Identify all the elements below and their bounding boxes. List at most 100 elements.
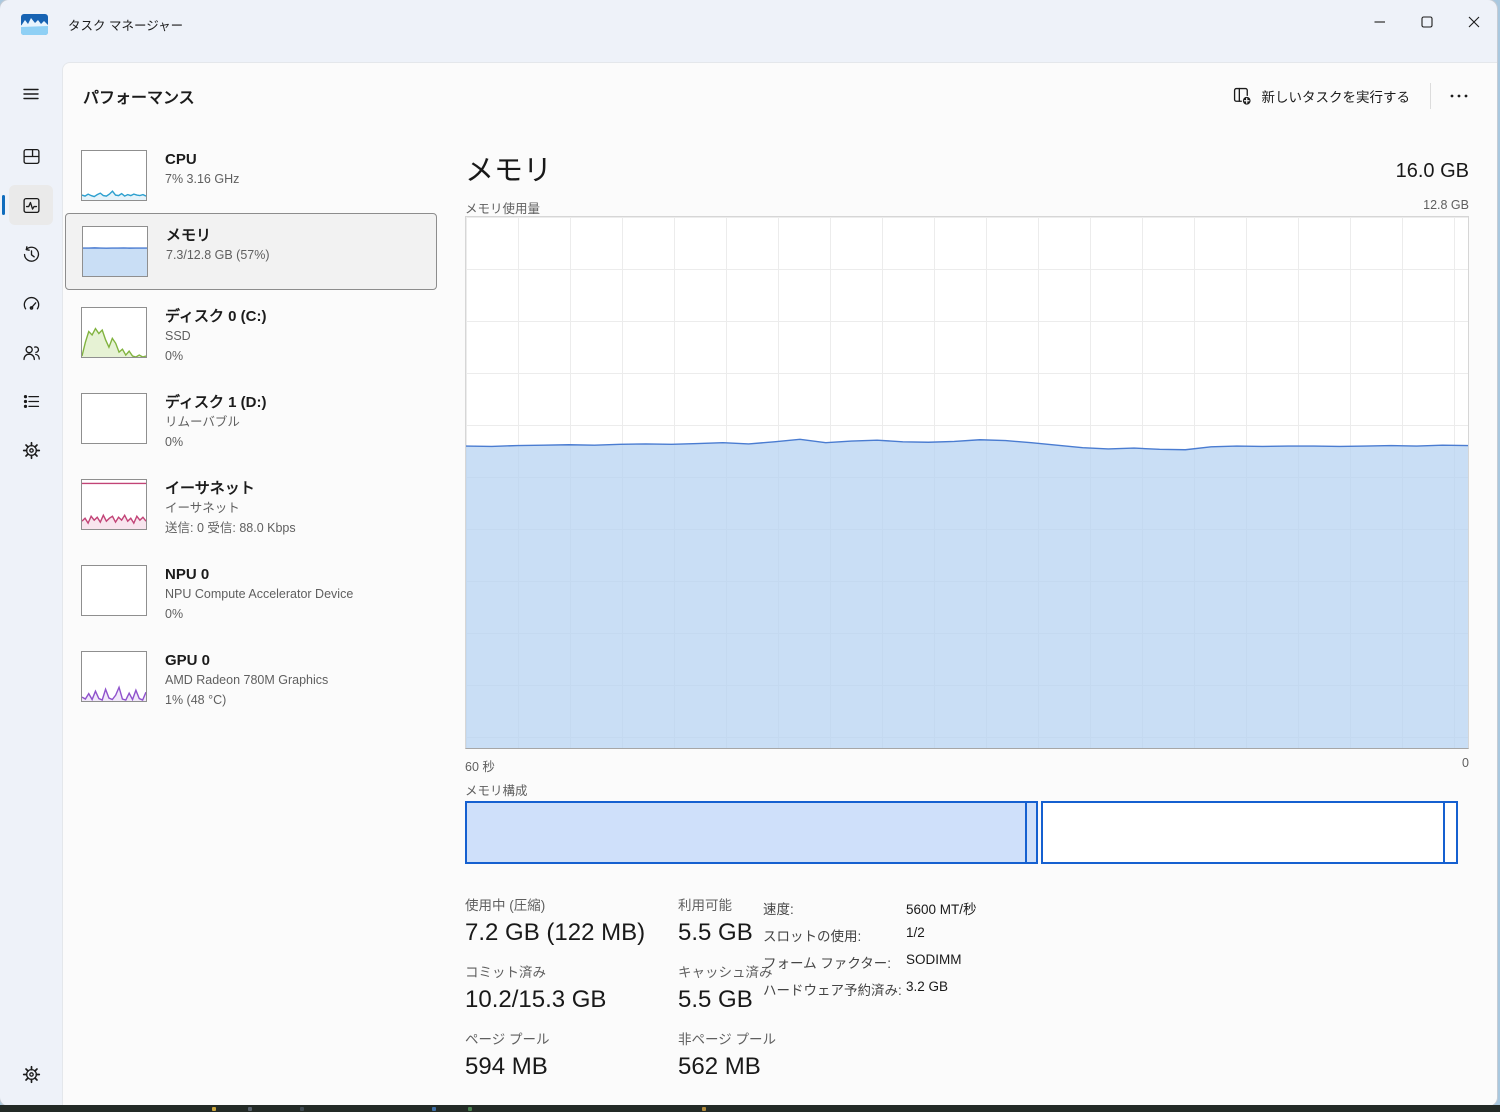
device-stat-line: 0% [165,607,184,621]
composition-box-free [1040,801,1458,864]
mini-chart-frame [81,651,147,702]
titlebar[interactable]: タスク マネージャー [0,0,1497,48]
device-stat-line: 7.3/12.8 GB (57%) [166,248,270,262]
device-stat-line: 0% [165,435,184,449]
usage-chart-label: メモリ使用量 [465,202,541,216]
hardware-info: 速度: 5600 MT/秒 スロットの使用: 1/2 フォーム ファクター: S… [763,898,977,999]
mini-chart [83,227,147,276]
nav-app-history-icon[interactable] [9,234,53,274]
composition-label: メモリ構成 [465,784,528,798]
new-task-icon [1233,87,1252,106]
device-stat-line: リムーバブル [165,415,240,429]
more-options-button[interactable] [1439,85,1479,107]
nav-performance-icon[interactable] [2,185,53,225]
time-axis-left: 60 秒 [465,760,495,774]
time-axis-right: 0 [1462,756,1469,770]
device-title: イーサネット [165,480,255,497]
task-manager-app-icon [21,13,48,35]
mini-chart [82,151,146,200]
nav-startup-apps-icon[interactable] [9,283,53,323]
segment-standby [1042,803,1443,862]
device-stat-line: AMD Radeon 780M Graphics [165,673,329,687]
hw-slots-label: スロットの使用: [763,929,862,944]
device-stat-line: イーサネット [165,501,240,515]
nav-rail [0,48,62,1106]
nav-processes-icon[interactable] [9,136,53,176]
memory-stats: 使用中 (圧縮) 7.2 GB (122 MB) 利用可能 5.5 GB コミッ… [465,896,848,1084]
detail-title: メモリ [465,155,553,187]
hw-slots-value: 1/2 [906,925,925,940]
mini-chart [82,652,146,701]
hw-form-factor-label: フォーム ファクター: [763,956,892,971]
perf-item-cpu[interactable]: CPU 7% 3.16 GHz [65,141,437,213]
perf-item-memory[interactable]: メモリ 7.3/12.8 GB (57%) [65,213,437,290]
mini-chart-frame [81,150,147,201]
device-stat-line: 1% (48 °C) [165,693,227,707]
stat-cached: キャッシュ済み 5.5 GB [678,965,773,1013]
device-title: ディスク 1 (D:) [165,394,267,411]
usage-scale-max: 12.8 GB [1423,198,1469,212]
device-title: メモリ [166,227,212,244]
taskbar-sliver [0,1105,1500,1112]
mini-chart [82,308,146,357]
perf-item-ethernet[interactable]: イーサネット イーサネット送信: 0 受信: 88.0 Kbps [65,470,437,556]
content-panel: パフォーマンス 新しいタスクを実行する [62,62,1497,1106]
memory-usage-chart [465,216,1469,749]
hamburger-menu-icon[interactable] [9,74,53,114]
memory-detail-pane: メモリ 16.0 GB メモリ使用量 12.8 GB 60 秒 0 メモリ構成 … [465,63,1469,1106]
device-stat-line: SSD [165,329,191,343]
device-stat-line: 7% 3.16 GHz [165,172,240,186]
mini-chart [82,394,146,443]
mini-chart-frame [81,307,147,358]
nav-details-icon[interactable] [9,381,53,421]
device-title: NPU 0 [165,566,210,583]
memory-composition-bar[interactable] [465,801,1458,864]
perf-item-disk0[interactable]: ディスク 0 (C:) SSD 0% [65,298,437,384]
segment-modified [1026,803,1036,862]
mini-chart-frame [81,393,147,444]
minimize-button[interactable] [1356,0,1403,44]
stat-committed: コミット済み 10.2/15.3 GB [465,965,607,1013]
device-stat-line: 0% [165,349,184,363]
device-stat-line: 送信: 0 受信: 88.0 Kbps [165,521,296,535]
perf-item-disk1[interactable]: ディスク 1 (D:) リムーバブル 0% [65,384,437,470]
hw-speed-label: 速度: [763,902,794,917]
perf-item-npu0[interactable]: NPU 0 NPU Compute Accelerator Device 0% [65,556,437,642]
mini-chart [82,480,146,529]
mini-chart [82,566,146,615]
segment-divider [1024,803,1027,862]
close-button[interactable] [1450,0,1497,44]
segment-free [1445,803,1456,862]
header-divider [1430,83,1431,109]
perf-item-gpu0[interactable]: GPU 0 AMD Radeon 780M Graphics 1% (48 °C) [65,642,437,728]
mini-chart-frame [82,226,148,277]
stat-in-use: 使用中 (圧縮) 7.2 GB (122 MB) [465,898,646,946]
stat-non-paged-pool: 非ページ プール 562 MB [678,1032,776,1080]
mini-chart-frame [81,479,147,530]
performance-list: CPU 7% 3.16 GHz メモリ 7.3/12.8 GB (57%) ディ… [65,141,437,728]
run-new-task-button[interactable]: 新しいタスクを実行する [1221,79,1423,113]
nav-settings-icon[interactable] [9,1054,53,1094]
maximize-button[interactable] [1403,0,1450,44]
nav-users-icon[interactable] [9,332,53,372]
device-title: ディスク 0 (C:) [165,308,267,325]
run-new-task-label: 新しいタスクを実行する [1261,90,1411,105]
page-title: パフォーマンス [83,90,195,107]
nav-services-icon[interactable] [9,430,53,470]
stat-paged-pool: ページ プール 594 MB [465,1032,550,1080]
stat-available: 利用可能 5.5 GB [678,898,753,946]
composition-box-used [465,801,1038,864]
hw-reserved-value: 3.2 GB [906,979,949,994]
window-title: タスク マネージャー [68,18,184,33]
mini-chart-frame [81,565,147,616]
memory-usage-area [466,217,1468,748]
device-title: CPU [165,151,197,168]
hw-form-factor-value: SODIMM [906,952,962,967]
device-stat-line: NPU Compute Accelerator Device [165,587,354,601]
hw-speed-value: 5600 MT/秒 [906,902,977,917]
segment-in-use [467,803,1025,862]
total-memory: 16.0 GB [1395,160,1469,182]
segment-divider [1443,803,1445,862]
device-title: GPU 0 [165,652,211,669]
